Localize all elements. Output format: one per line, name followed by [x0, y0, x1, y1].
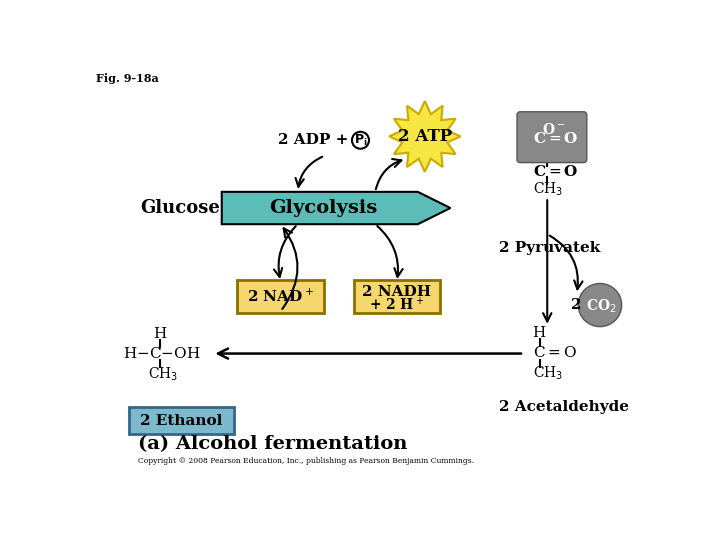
- FancyBboxPatch shape: [517, 112, 587, 163]
- Text: H: H: [533, 326, 546, 340]
- Text: 2 Ethanol: 2 Ethanol: [140, 414, 222, 428]
- Text: Fig. 9-18a: Fig. 9-18a: [96, 72, 159, 84]
- FancyBboxPatch shape: [129, 407, 234, 434]
- Text: 2: 2: [572, 298, 582, 312]
- Text: + 2 H$^+$: + 2 H$^+$: [369, 295, 425, 313]
- Text: Copyright © 2008 Pearson Education, Inc., publishing as Pearson Benjamin Cumming: Copyright © 2008 Pearson Education, Inc.…: [138, 457, 474, 464]
- Text: CH$_3$: CH$_3$: [533, 364, 563, 381]
- FancyArrowPatch shape: [282, 228, 297, 309]
- Text: 2 NADH: 2 NADH: [362, 285, 431, 299]
- FancyArrowPatch shape: [377, 226, 402, 277]
- Text: 2 NAD$^+$: 2 NAD$^+$: [247, 288, 314, 305]
- Text: CO$_2$: CO$_2$: [586, 297, 617, 314]
- Text: 2 Pyruvatek: 2 Pyruvatek: [499, 241, 600, 255]
- Text: H$-$C$-$OH: H$-$C$-$OH: [122, 346, 200, 361]
- FancyArrowPatch shape: [274, 226, 296, 277]
- FancyArrowPatch shape: [218, 348, 521, 359]
- FancyArrowPatch shape: [376, 159, 401, 189]
- FancyArrowPatch shape: [543, 200, 552, 321]
- Text: C$=$O: C$=$O: [533, 131, 578, 146]
- Circle shape: [352, 132, 369, 148]
- Text: O$^-$: O$^-$: [542, 122, 565, 137]
- FancyArrowPatch shape: [295, 157, 323, 187]
- Text: H: H: [153, 327, 166, 341]
- FancyArrowPatch shape: [549, 235, 582, 289]
- Text: 2 Acetaldehyde: 2 Acetaldehyde: [499, 401, 629, 415]
- FancyBboxPatch shape: [238, 280, 324, 313]
- Text: Glycolysis: Glycolysis: [269, 199, 378, 217]
- Text: CH$_3$: CH$_3$: [533, 181, 563, 198]
- Polygon shape: [389, 101, 461, 172]
- Text: (a) Alcohol fermentation: (a) Alcohol fermentation: [138, 435, 408, 453]
- Text: 2 ADP + 2: 2 ADP + 2: [277, 133, 369, 147]
- Circle shape: [578, 284, 621, 327]
- Text: CH$_3$: CH$_3$: [148, 366, 179, 383]
- Text: Glucose: Glucose: [140, 199, 220, 217]
- Text: $\mathbf{P_i}$: $\mathbf{P_i}$: [354, 133, 367, 148]
- FancyBboxPatch shape: [354, 280, 441, 313]
- Polygon shape: [222, 192, 451, 224]
- Text: C$=$O: C$=$O: [533, 164, 578, 179]
- Text: C$=$O: C$=$O: [533, 345, 577, 360]
- Text: 2 ATP: 2 ATP: [397, 128, 452, 145]
